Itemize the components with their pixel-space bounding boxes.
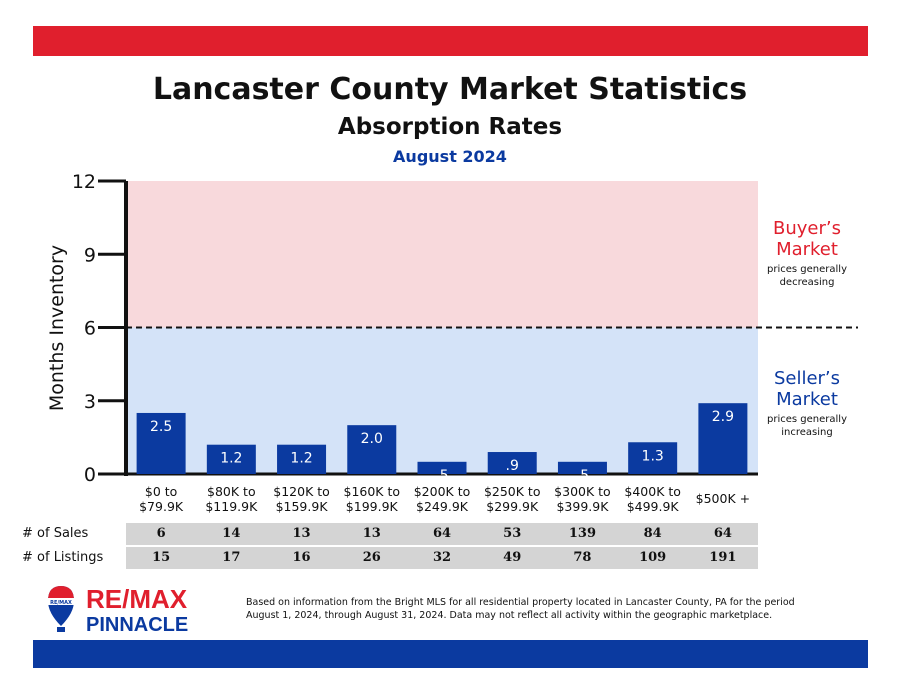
sales-row: 6 14 13 13 64 53 139 84 64 xyxy=(126,523,758,545)
sellers-market-note-1: prices generally xyxy=(767,414,847,425)
listings-cell: 16 xyxy=(292,550,311,565)
balloon-text: RE/MAX xyxy=(50,600,72,606)
buyers-market-note-2: decreasing xyxy=(779,277,835,288)
buyers-market-title-2: Market xyxy=(776,239,838,260)
x-tick-label: $300K to xyxy=(554,484,611,499)
top-color-band xyxy=(33,26,868,56)
listings-cell: 26 xyxy=(362,550,381,565)
sales-cell: 139 xyxy=(568,526,596,541)
sellers-market-note-2: increasing xyxy=(781,427,833,438)
sales-row-label: # of Sales xyxy=(22,526,89,541)
x-tick-label: $160K to xyxy=(344,484,401,499)
footnote: Based on information from the Bright MLS… xyxy=(246,596,846,622)
listings-cell: 78 xyxy=(573,550,592,565)
bar-value-label: 2.5 xyxy=(150,419,172,435)
sellers-market-title-2: Market xyxy=(776,389,838,410)
buyers-market-zone xyxy=(126,181,758,328)
sales-cell: 14 xyxy=(222,526,241,541)
page-title: Lancaster County Market Statistics xyxy=(152,72,748,107)
x-tick-label: $0 to xyxy=(145,484,177,499)
brand-office: PINNACLE xyxy=(86,614,188,636)
x-tick-label: $250K to xyxy=(484,484,541,499)
bar xyxy=(557,461,607,474)
bar-value-label: .5 xyxy=(435,468,448,484)
bar xyxy=(698,403,748,474)
x-tick-label: $199.9K xyxy=(346,499,399,514)
remax-pinnacle-logo: RE/MAX RE/MAX PINNACLE xyxy=(48,584,188,636)
sales-cell: 53 xyxy=(503,526,522,541)
buyers-market-title-1: Buyer’s xyxy=(773,218,841,239)
listings-cell: 109 xyxy=(639,550,667,565)
y-tick-label: 3 xyxy=(84,391,96,413)
listings-cell: 32 xyxy=(432,550,452,565)
x-tick-label: $159.9K xyxy=(276,499,329,514)
bar xyxy=(417,461,467,474)
bar xyxy=(628,442,678,474)
bar-value-label: 2.0 xyxy=(361,431,383,447)
y-tick-label: 12 xyxy=(72,171,96,193)
y-tick-label: 0 xyxy=(84,464,96,486)
x-tick-label: $119.9K xyxy=(205,499,258,514)
x-tick-label: $120K to xyxy=(273,484,330,499)
y-axis-title: Months Inventory xyxy=(46,245,68,411)
bar xyxy=(487,452,537,474)
footnote-line-1: Based on information from the Bright MLS… xyxy=(246,597,795,608)
sales-cell: 6 xyxy=(156,526,166,541)
listings-row: 15 17 16 26 32 49 78 109 191 xyxy=(126,547,758,569)
bar-value-label: .5 xyxy=(576,468,589,484)
sellers-market-title-1: Seller’s xyxy=(773,368,841,389)
x-tick-label: $299.9K xyxy=(486,499,539,514)
bar-value-label: 1.2 xyxy=(290,451,312,467)
balloon-icon: RE/MAX xyxy=(48,586,74,632)
y-tick-label: 9 xyxy=(84,244,96,266)
sales-cell: 84 xyxy=(643,526,662,541)
x-tick-label: $249.9K xyxy=(416,499,469,514)
listings-cell: 17 xyxy=(222,550,241,565)
buyers-market-note-1: prices generally xyxy=(767,264,847,275)
sales-cell: 64 xyxy=(432,526,452,541)
bar xyxy=(136,412,186,474)
listings-cell: 15 xyxy=(152,550,171,565)
brand-name: RE/MAX xyxy=(86,584,188,614)
listings-row-label: # of Listings xyxy=(22,550,104,565)
x-tick-label: $499.9K xyxy=(627,499,680,514)
x-tick-label: $200K to xyxy=(414,484,471,499)
bar xyxy=(206,444,256,474)
bar-value-label: 1.2 xyxy=(220,451,242,467)
footnote-line-2: August 1, 2024, through August 31, 2024.… xyxy=(246,610,773,621)
x-tick-label: $399.9K xyxy=(556,499,609,514)
x-tick-label: $79.9K xyxy=(139,499,184,514)
bar-value-label: 2.9 xyxy=(712,409,734,425)
sales-cell: 13 xyxy=(292,526,311,541)
bar-value-label: 1.3 xyxy=(642,448,664,464)
x-tick-label: $400K to xyxy=(624,484,681,499)
bar xyxy=(347,425,397,474)
listings-cell: 191 xyxy=(709,550,737,565)
sales-cell: 13 xyxy=(362,526,381,541)
y-tick-label: 6 xyxy=(84,318,96,340)
x-tick-label: $500K + xyxy=(696,491,750,506)
page-subtitle: Absorption Rates xyxy=(337,114,563,140)
listings-cell: 49 xyxy=(503,550,522,565)
report-date: August 2024 xyxy=(393,147,507,166)
buyers-market-label: Buyer’s Market prices generally decreasi… xyxy=(747,218,867,289)
sellers-market-label: Seller’s Market prices generally increas… xyxy=(747,368,867,439)
bottom-color-band xyxy=(33,640,868,668)
bar-value-label: .9 xyxy=(506,458,519,474)
sales-cell: 64 xyxy=(713,526,732,541)
bar xyxy=(277,444,327,474)
absorption-rate-chart: 0 3 6 9 12 Months Inventory 2.5 $0 to$79.9K 1.2 $… xyxy=(46,171,858,514)
x-tick-label: $80K to xyxy=(207,484,256,499)
